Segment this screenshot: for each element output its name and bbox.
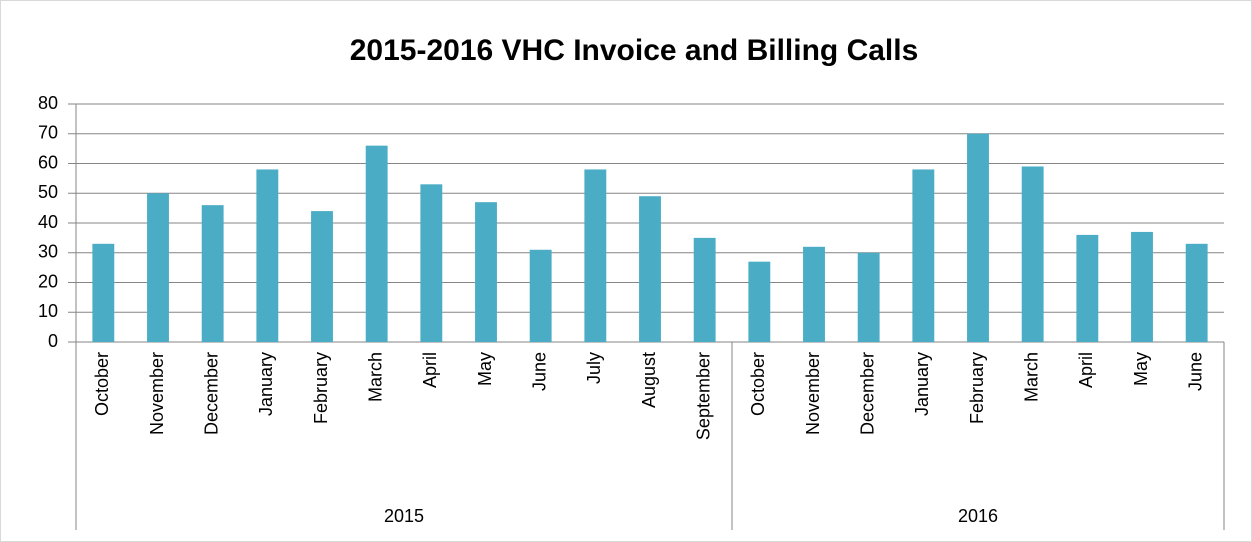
x-tick-label: May xyxy=(475,352,495,386)
x-tick-label: February xyxy=(967,352,987,424)
y-tick-label: 40 xyxy=(38,212,58,232)
x-tick-label: November xyxy=(803,352,823,435)
x-tick-label: December xyxy=(201,352,221,435)
x-tick-label: January xyxy=(256,352,276,416)
bar xyxy=(912,169,935,342)
x-tick-label: June xyxy=(1185,352,1205,391)
bar xyxy=(365,145,388,342)
x-tick-label: March xyxy=(365,352,385,402)
bar xyxy=(584,169,607,342)
x-tick-label: January xyxy=(912,352,932,416)
bar xyxy=(1131,231,1153,342)
x-tick-label: April xyxy=(420,352,440,388)
bar xyxy=(92,243,115,342)
y-tick-label: 20 xyxy=(38,271,58,291)
chart-title: 2015-2016 VHC Invoice and Billing Calls xyxy=(350,34,919,67)
bar xyxy=(1021,166,1044,342)
x-tick-label: July xyxy=(584,352,604,384)
bar xyxy=(693,237,716,342)
y-tick-label: 60 xyxy=(38,152,58,172)
x-tick-label: March xyxy=(1021,352,1041,402)
group-label: 2015 xyxy=(384,506,424,526)
x-tick-label: August xyxy=(639,352,659,408)
group-label: 2016 xyxy=(958,506,998,526)
bar xyxy=(748,261,771,342)
y-tick-label: 50 xyxy=(38,182,58,202)
x-tick-label: December xyxy=(857,352,877,435)
x-tick-label: February xyxy=(311,352,331,424)
y-tick-label: 10 xyxy=(38,301,58,321)
y-tick-label: 0 xyxy=(48,331,58,351)
y-tick-label: 70 xyxy=(38,123,58,143)
bar xyxy=(420,184,443,342)
x-tick-label: April xyxy=(1076,352,1096,388)
bar xyxy=(967,133,989,342)
bar xyxy=(803,246,825,342)
x-tick-label: September xyxy=(693,352,713,440)
y-tick-label: 30 xyxy=(38,242,58,262)
bar xyxy=(857,252,880,342)
y-tick-label: 80 xyxy=(38,93,58,113)
bar xyxy=(1185,243,1208,342)
bar xyxy=(147,193,169,342)
x-tick-label: June xyxy=(529,352,549,391)
x-tick-label: October xyxy=(92,352,112,416)
bar xyxy=(256,169,279,342)
bar xyxy=(1076,234,1099,342)
bar xyxy=(529,249,552,342)
x-tick-label: May xyxy=(1131,352,1151,386)
bar xyxy=(475,202,497,342)
x-tick-label: October xyxy=(748,352,768,416)
bar xyxy=(639,196,661,342)
bar xyxy=(311,211,333,342)
x-tick-label: November xyxy=(147,352,167,435)
bar xyxy=(201,205,224,342)
